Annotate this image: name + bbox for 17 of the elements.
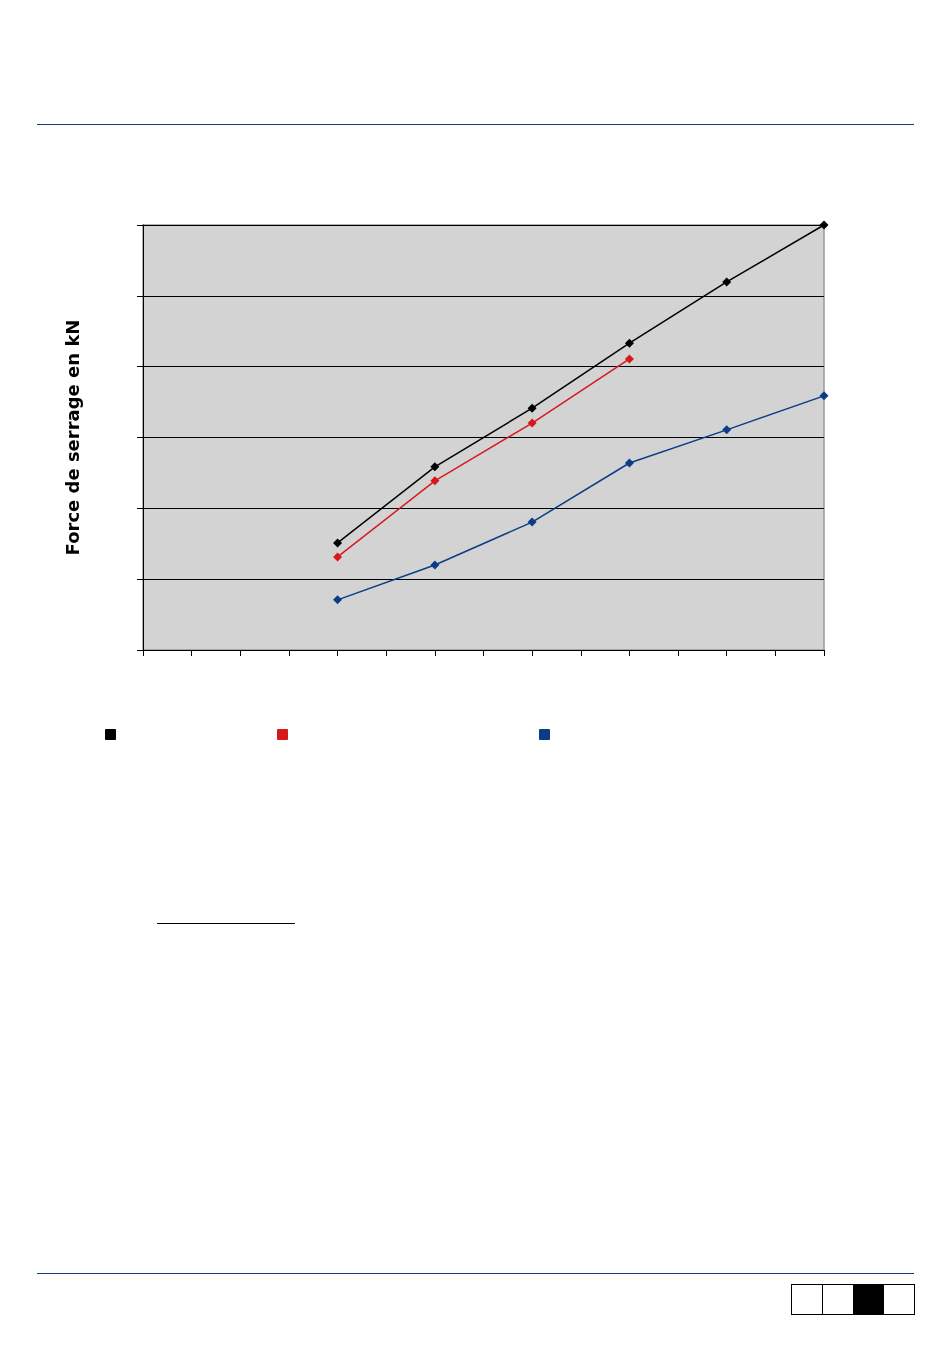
point: [333, 595, 343, 605]
point: [722, 425, 732, 435]
point: [527, 403, 537, 413]
point: [527, 418, 537, 428]
point: [527, 517, 537, 527]
point: [430, 462, 440, 472]
point: [624, 354, 634, 364]
point: [819, 391, 829, 401]
point: [624, 458, 634, 468]
point: [333, 552, 343, 562]
point: [430, 476, 440, 486]
point: [430, 560, 440, 570]
point: [819, 220, 829, 230]
point: [333, 538, 343, 548]
point: [624, 338, 634, 348]
y-axis-title: Force de serrage en kN: [61, 319, 83, 556]
point: [722, 277, 732, 287]
